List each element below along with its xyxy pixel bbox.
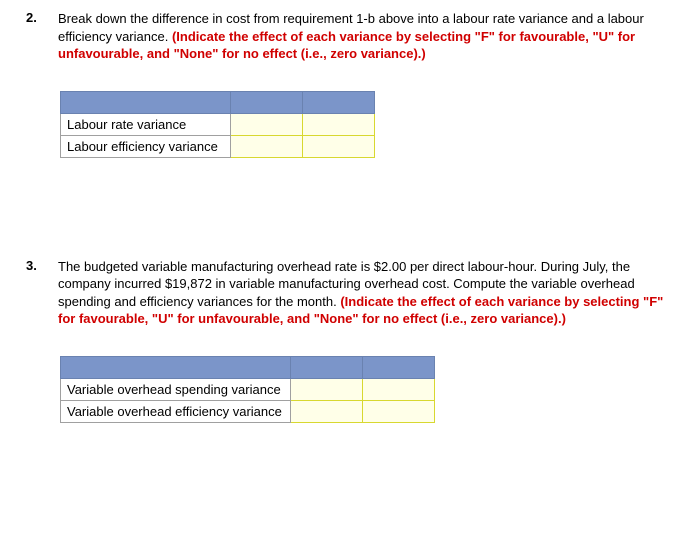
question-2: 2. Break down the difference in cost fro…	[10, 10, 671, 158]
amount-input[interactable]	[291, 378, 363, 400]
table-row: Variable overhead spending variance	[61, 378, 435, 400]
question-text: The budgeted variable manufacturing over…	[58, 258, 671, 328]
question-number: 3.	[26, 258, 37, 273]
row-label: Variable overhead efficiency variance	[61, 400, 291, 422]
row-label: Labour efficiency variance	[61, 135, 231, 157]
effect-select[interactable]	[303, 113, 375, 135]
amount-input[interactable]	[231, 113, 303, 135]
question-3: 3. The budgeted variable manufacturing o…	[10, 258, 671, 423]
variance-table-q2: Labour rate variance Labour efficiency v…	[60, 91, 375, 158]
table-row: Variable overhead efficiency variance	[61, 400, 435, 422]
header-cell	[363, 356, 435, 378]
header-cell	[61, 91, 231, 113]
table-row: Labour efficiency variance	[61, 135, 375, 157]
table-header-row	[61, 91, 375, 113]
row-label: Labour rate variance	[61, 113, 231, 135]
header-cell	[291, 356, 363, 378]
variance-table-q3: Variable overhead spending variance Vari…	[60, 356, 435, 423]
amount-input[interactable]	[231, 135, 303, 157]
effect-select[interactable]	[363, 400, 435, 422]
header-cell	[303, 91, 375, 113]
header-cell	[231, 91, 303, 113]
table-header-row	[61, 356, 435, 378]
question-number: 2.	[26, 10, 37, 25]
table-row: Labour rate variance	[61, 113, 375, 135]
row-label: Variable overhead spending variance	[61, 378, 291, 400]
question-text: Break down the difference in cost from r…	[58, 10, 671, 63]
header-cell	[61, 356, 291, 378]
amount-input[interactable]	[291, 400, 363, 422]
effect-select[interactable]	[363, 378, 435, 400]
effect-select[interactable]	[303, 135, 375, 157]
